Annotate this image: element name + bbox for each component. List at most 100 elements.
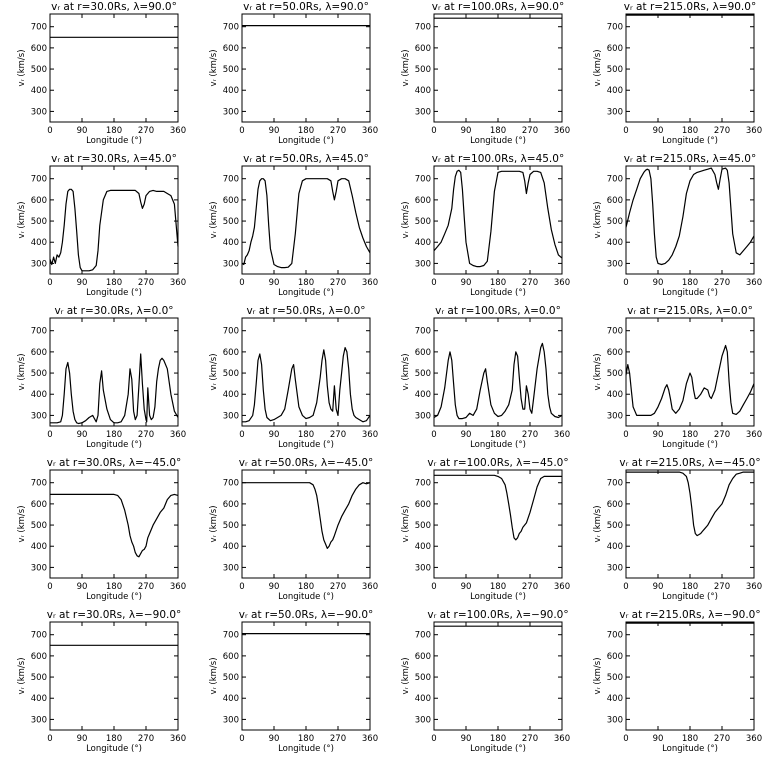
x-tick-label: 0 bbox=[431, 734, 436, 744]
x-tick-label: 360 bbox=[554, 734, 570, 744]
y-tick-label: 600 bbox=[223, 196, 239, 206]
plot-frame bbox=[625, 621, 755, 731]
plot-frame bbox=[241, 165, 371, 275]
y-tick-label: 600 bbox=[31, 348, 47, 358]
chart-panel: vᵣ at r=215.0Rs, λ=−90.0° 0 90 180 270 360 300… bbox=[593, 609, 762, 754]
y-tick-label: 700 bbox=[223, 23, 239, 33]
series-line bbox=[434, 474, 562, 541]
x-tick-label: 0 bbox=[239, 582, 244, 592]
y-tick-label: 600 bbox=[31, 44, 47, 54]
x-tick-label: 360 bbox=[170, 126, 186, 136]
y-tick-label: 700 bbox=[607, 631, 623, 641]
y-tick-label: 300 bbox=[223, 715, 239, 725]
x-tick-label: 90 bbox=[461, 734, 472, 744]
x-tick-label: 90 bbox=[653, 582, 664, 592]
x-axis-label: Longitude (°) bbox=[470, 592, 526, 602]
y-tick-label: 700 bbox=[415, 327, 431, 337]
x-tick-label: 270 bbox=[714, 126, 730, 136]
chart-panel: vᵣ at r=30.0Rs, λ=−45.0° 0 90 180 270 360 300 4… bbox=[17, 457, 186, 602]
y-tick-label: 300 bbox=[31, 411, 47, 421]
panel-title: vᵣ at r=100.0Rs, λ=45.0° bbox=[432, 153, 564, 165]
series-line bbox=[433, 169, 563, 268]
y-tick-label: 700 bbox=[31, 175, 47, 185]
chart-panel: vᵣ at r=30.0Rs, λ=−90.0° 0 90 180 270 360 300 4… bbox=[17, 609, 186, 754]
y-tick-label: 500 bbox=[31, 217, 47, 227]
y-tick-label: 500 bbox=[607, 217, 623, 227]
x-tick-label: 360 bbox=[362, 734, 378, 744]
series-line bbox=[625, 167, 755, 266]
chart-panel: vᵣ at r=100.0Rs, λ=0.0° 0 90 180 270 360 300 40… bbox=[401, 305, 570, 450]
y-tick-label: 300 bbox=[415, 411, 431, 421]
y-axis-label: vᵣ (km/s) bbox=[209, 353, 219, 390]
y-tick-label: 500 bbox=[223, 369, 239, 379]
x-tick-label: 0 bbox=[47, 278, 52, 288]
panel-title: vᵣ at r=50.0Rs, λ=−90.0° bbox=[239, 609, 374, 621]
x-tick-label: 360 bbox=[554, 126, 570, 136]
chart-panel: vᵣ at r=100.0Rs, λ=−90.0° 0 90 180 270 360 300… bbox=[401, 609, 570, 754]
x-tick-label: 270 bbox=[522, 430, 538, 440]
x-tick-label: 180 bbox=[298, 582, 314, 592]
y-tick-label: 400 bbox=[223, 694, 239, 704]
y-tick-label: 600 bbox=[607, 500, 623, 510]
y-tick-label: 600 bbox=[415, 348, 431, 358]
x-tick-label: 180 bbox=[106, 734, 122, 744]
y-tick-label: 700 bbox=[31, 479, 47, 489]
x-axis-label: Longitude (°) bbox=[662, 592, 718, 602]
y-tick-label: 600 bbox=[223, 348, 239, 358]
y-tick-label: 500 bbox=[223, 65, 239, 75]
y-tick-label: 300 bbox=[415, 107, 431, 117]
y-axis-label: vᵣ (km/s) bbox=[593, 201, 603, 238]
y-tick-label: 300 bbox=[415, 259, 431, 269]
x-tick-label: 270 bbox=[522, 582, 538, 592]
panel-title: vᵣ at r=30.0Rs, λ=−90.0° bbox=[47, 609, 182, 621]
y-axis-label: vᵣ (km/s) bbox=[17, 505, 27, 542]
y-tick-label: 700 bbox=[607, 175, 623, 185]
x-axis-label: Longitude (°) bbox=[86, 136, 142, 146]
y-tick-label: 500 bbox=[31, 673, 47, 683]
y-axis-label: vᵣ (km/s) bbox=[593, 353, 603, 390]
x-tick-label: 180 bbox=[106, 126, 122, 136]
x-tick-label: 180 bbox=[490, 430, 506, 440]
y-axis-label: vᵣ (km/s) bbox=[401, 353, 411, 390]
y-tick-label: 600 bbox=[31, 652, 47, 662]
y-tick-label: 300 bbox=[31, 259, 47, 269]
x-tick-label: 180 bbox=[106, 278, 122, 288]
chart-panel: vᵣ at r=50.0Rs, λ=−45.0° 0 90 180 270 360 300 4… bbox=[209, 457, 378, 602]
y-tick-label: 300 bbox=[607, 259, 623, 269]
y-tick-label: 300 bbox=[31, 563, 47, 573]
y-tick-label: 600 bbox=[31, 196, 47, 206]
y-axis-label: vᵣ (km/s) bbox=[401, 505, 411, 542]
panel-title: vᵣ at r=100.0Rs, λ=−45.0° bbox=[427, 457, 568, 469]
panel-title: vᵣ at r=100.0Rs, λ=−90.0° bbox=[427, 609, 568, 621]
y-tick-label: 500 bbox=[415, 673, 431, 683]
y-tick-label: 700 bbox=[415, 631, 431, 641]
x-tick-label: 270 bbox=[138, 278, 154, 288]
series-line bbox=[433, 342, 563, 420]
y-tick-label: 700 bbox=[415, 479, 431, 489]
y-tick-label: 400 bbox=[223, 86, 239, 96]
y-tick-label: 500 bbox=[415, 521, 431, 531]
x-axis-label: Longitude (°) bbox=[470, 136, 526, 146]
x-axis-label: Longitude (°) bbox=[662, 288, 718, 298]
x-tick-label: 360 bbox=[170, 582, 186, 592]
y-tick-label: 400 bbox=[607, 86, 623, 96]
panel-title: vᵣ at r=30.0Rs, λ=−45.0° bbox=[47, 457, 182, 469]
y-tick-label: 500 bbox=[223, 217, 239, 227]
x-tick-label: 90 bbox=[77, 582, 88, 592]
x-tick-label: 270 bbox=[330, 734, 346, 744]
x-tick-label: 360 bbox=[554, 430, 570, 440]
x-tick-label: 0 bbox=[47, 582, 52, 592]
y-tick-label: 300 bbox=[223, 563, 239, 573]
x-tick-label: 180 bbox=[682, 582, 698, 592]
y-tick-label: 400 bbox=[223, 542, 239, 552]
y-tick-label: 700 bbox=[31, 23, 47, 33]
x-tick-label: 360 bbox=[746, 734, 762, 744]
panel-title: vᵣ at r=215.0Rs, λ=0.0° bbox=[627, 305, 753, 317]
y-tick-label: 700 bbox=[607, 479, 623, 489]
chart-panel: vᵣ at r=50.0Rs, λ=90.0° 0 90 180 270 360 300 40… bbox=[209, 1, 378, 146]
y-tick-label: 400 bbox=[415, 542, 431, 552]
x-tick-label: 0 bbox=[431, 582, 436, 592]
x-tick-label: 180 bbox=[106, 430, 122, 440]
panel-title: vᵣ at r=215.0Rs, λ=90.0° bbox=[624, 1, 756, 13]
panel-title: vᵣ at r=215.0Rs, λ=−90.0° bbox=[619, 609, 760, 621]
